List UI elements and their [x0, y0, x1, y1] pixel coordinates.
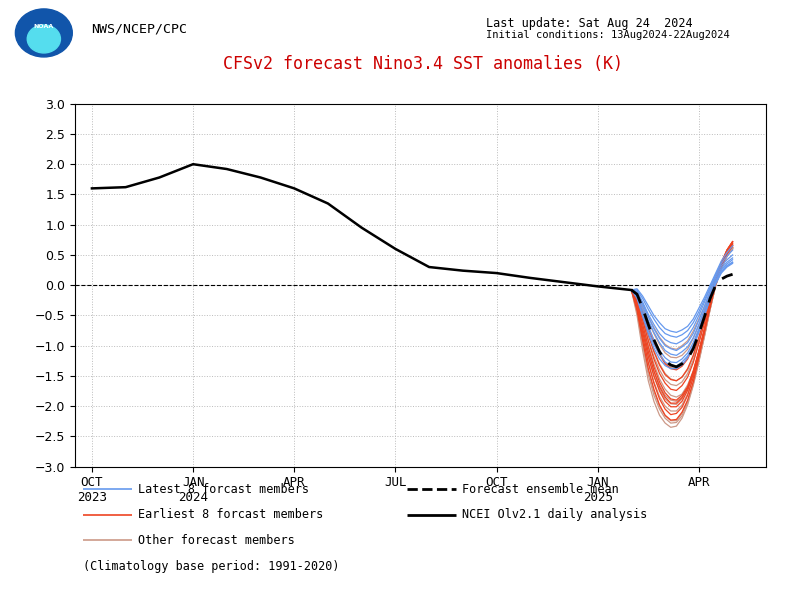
Text: NCEI Olv2.1 daily analysis: NCEI Olv2.1 daily analysis — [462, 508, 647, 522]
Circle shape — [16, 9, 73, 57]
Text: Earliest 8 forcast members: Earliest 8 forcast members — [138, 508, 323, 522]
Text: Initial conditions: 13Aug2024-22Aug2024: Initial conditions: 13Aug2024-22Aug2024 — [486, 30, 730, 40]
Text: (Climatology base period: 1991-2020): (Climatology base period: 1991-2020) — [83, 559, 340, 573]
Circle shape — [27, 25, 60, 53]
Text: Latest 8 forcast members: Latest 8 forcast members — [138, 483, 309, 496]
Text: CFSv2 forecast Nino3.4 SST anomalies (K): CFSv2 forecast Nino3.4 SST anomalies (K) — [223, 55, 623, 73]
Text: NOAA: NOAA — [34, 24, 54, 29]
Text: Other forecast members: Other forecast members — [138, 534, 295, 547]
Text: Last update: Sat Aug 24  2024: Last update: Sat Aug 24 2024 — [486, 16, 693, 30]
Text: NWS/NCEP/CPC: NWS/NCEP/CPC — [91, 23, 187, 36]
Text: Forecast ensemble mean: Forecast ensemble mean — [462, 483, 619, 496]
